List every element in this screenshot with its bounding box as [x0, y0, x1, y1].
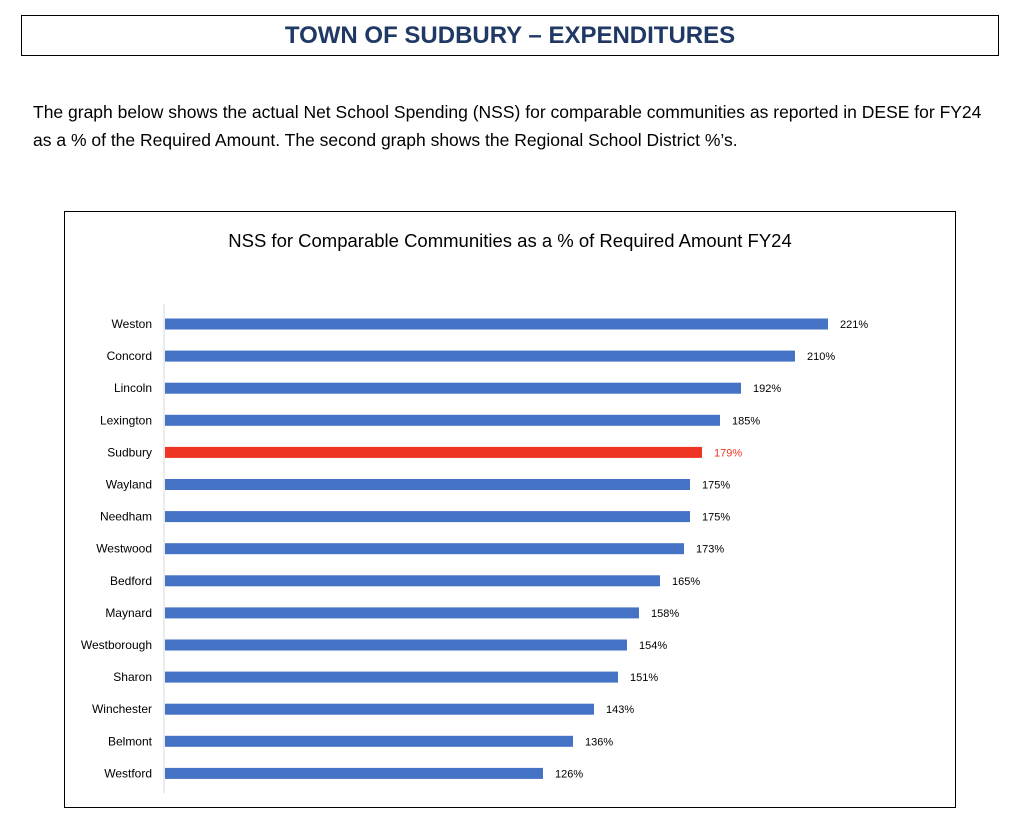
bar [165, 607, 639, 619]
bar [165, 350, 795, 362]
category-label: Belmont [108, 734, 153, 748]
data-label: 175% [702, 480, 730, 492]
bar [165, 543, 684, 555]
bar [165, 703, 594, 715]
chart-container: NSS for Comparable Communities as a % of… [64, 211, 956, 808]
data-label: 179% [714, 447, 742, 459]
data-label: 173% [696, 544, 724, 556]
category-label: Weston [112, 317, 152, 331]
intro-paragraph: The graph below shows the actual Net Sch… [33, 102, 982, 150]
data-label: 221% [840, 319, 868, 331]
category-label: Needham [100, 510, 152, 524]
category-label: Lexington [100, 413, 152, 427]
bar [165, 382, 741, 394]
category-label: Wayland [106, 478, 152, 492]
bar [165, 318, 828, 330]
data-label: 158% [651, 608, 679, 620]
bar-highlight [165, 446, 702, 458]
bar [165, 511, 690, 523]
category-label: Bedford [110, 574, 152, 588]
page-title-box: TOWN OF SUDBURY – EXPENDITURES [21, 15, 999, 56]
data-label: 151% [630, 672, 658, 684]
data-label: 165% [672, 576, 700, 588]
bar [165, 671, 618, 683]
bar [165, 639, 627, 651]
bar [165, 735, 573, 747]
category-label: Westwood [96, 542, 152, 556]
data-label: 136% [585, 736, 613, 748]
bar [165, 414, 720, 426]
data-label: 143% [606, 704, 634, 716]
bar [165, 479, 690, 490]
bar [165, 575, 660, 587]
category-label: Lincoln [114, 381, 152, 395]
category-label: Winchester [92, 702, 152, 716]
data-label: 185% [732, 415, 760, 427]
category-label: Westborough [81, 638, 152, 652]
chart-title: NSS for Comparable Communities as a % of… [228, 230, 792, 251]
page-title: TOWN OF SUDBURY – EXPENDITURES [284, 21, 736, 49]
data-label: 210% [807, 351, 835, 363]
data-label: 126% [555, 768, 583, 780]
data-label: 154% [639, 640, 667, 652]
category-label: Concord [107, 349, 152, 363]
bar-chart: Weston 221% Concord 210% Lincoln 192% Lexingto… [81, 304, 868, 794]
category-label: Sharon [113, 670, 152, 684]
data-label: 192% [753, 383, 781, 395]
bar [165, 767, 543, 779]
data-label: 175% [702, 512, 730, 524]
category-label: Sudbury [107, 445, 152, 459]
category-label: Westford [104, 766, 152, 780]
category-label: Maynard [105, 606, 152, 620]
